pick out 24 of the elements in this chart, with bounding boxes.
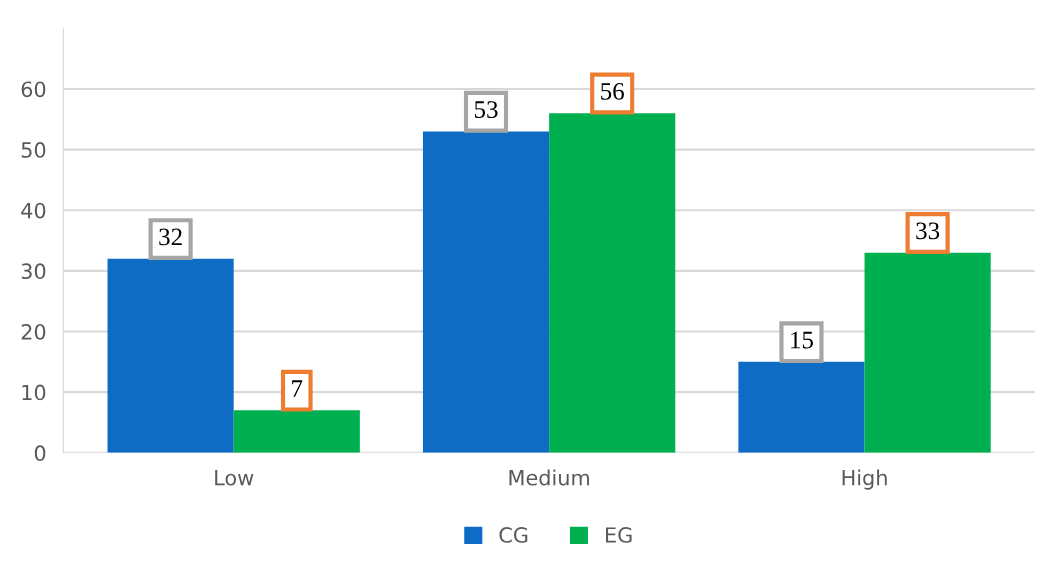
y-tick-label: 40 [21,202,46,219]
legend-label: CG [499,527,528,543]
x-tick-label: Low [215,470,254,486]
data-label: 53 [474,101,498,118]
data-label: 32 [159,228,182,246]
bar [422,131,550,453]
bar [233,410,360,453]
legend-label: EG [606,527,632,543]
y-tick-label: 10 [22,384,46,401]
data-label: 7 [292,380,303,397]
data-label: 15 [791,331,813,349]
x-tick-label: High [842,469,887,490]
x-tick-label: Medium [509,469,589,486]
bar [738,361,865,453]
y-tick-label: 0 [34,445,46,462]
y-tick-label: 50 [21,142,46,158]
y-tick-label: 60 [21,81,46,98]
y-tick-label: 20 [21,323,46,340]
bar [864,252,991,453]
data-label: 33 [916,222,940,240]
bar [107,258,234,453]
bar [549,113,676,453]
y-tick-label: 30 [21,263,46,280]
data-label: 56 [601,82,624,100]
